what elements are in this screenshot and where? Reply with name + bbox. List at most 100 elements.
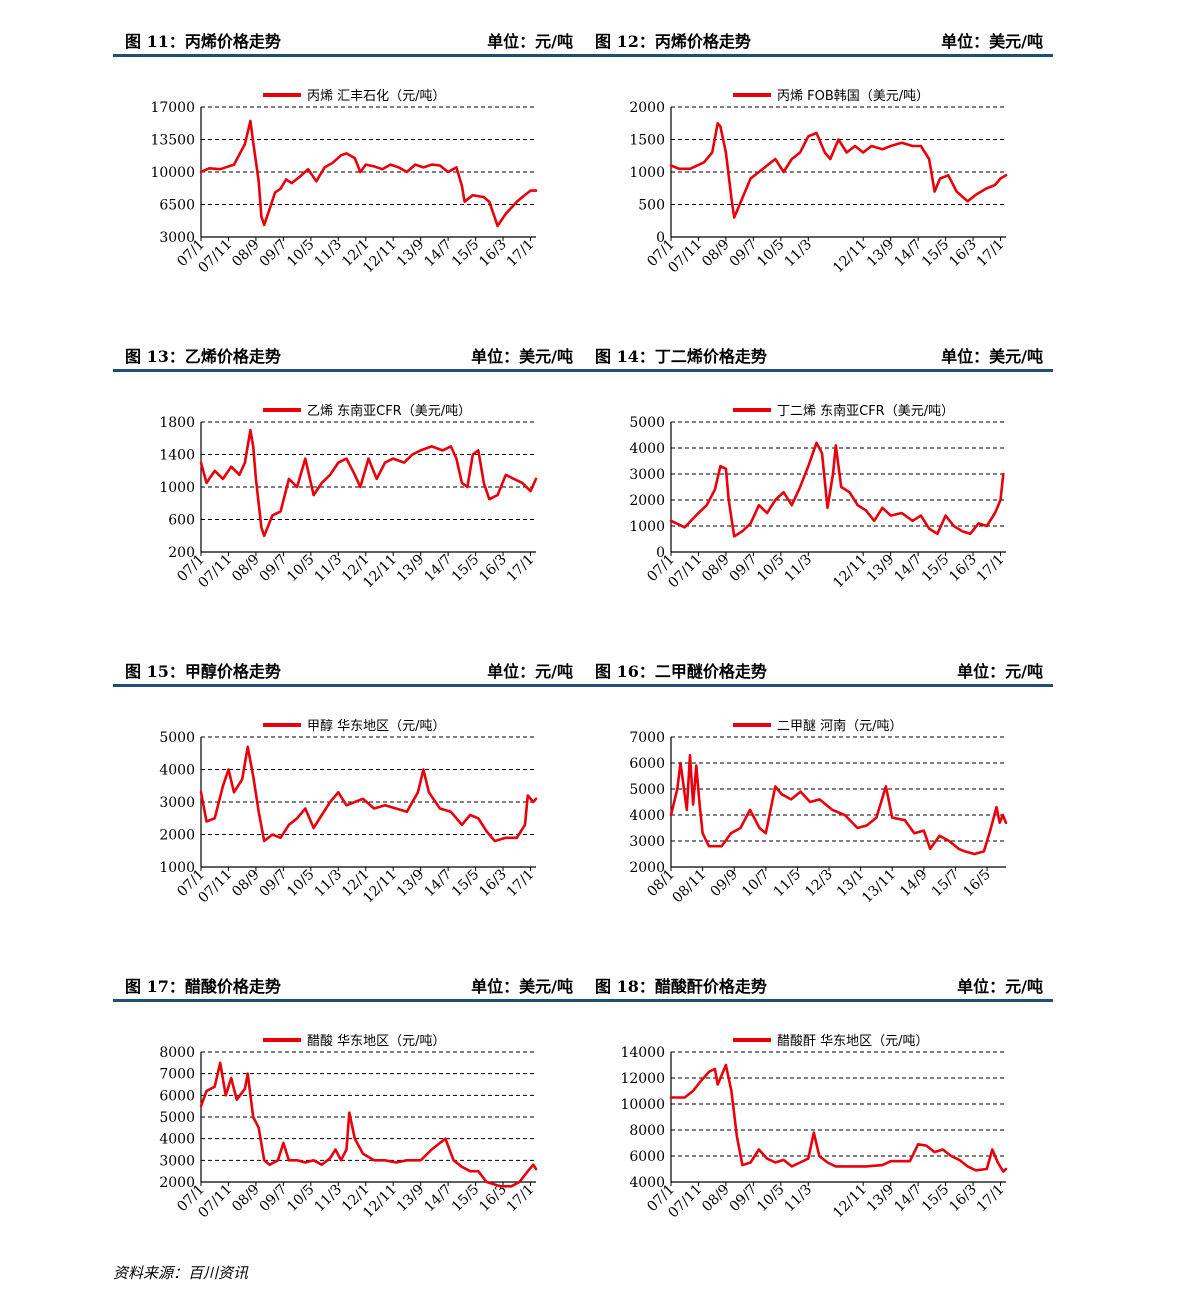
x-tick-label: 16/3 xyxy=(946,1182,980,1216)
x-tick-label: 17/1 xyxy=(974,1182,1008,1216)
x-tick-label: 17/1 xyxy=(504,552,538,586)
legend-label: 甲醇 华东地区（元/吨） xyxy=(307,718,446,734)
x-tick-label: 14/7 xyxy=(891,552,925,586)
y-tick-label: 1000 xyxy=(159,480,195,496)
header-divider xyxy=(113,999,583,1002)
x-tick-label: 08/9 xyxy=(229,867,263,901)
x-tick-label: 14/7 xyxy=(421,552,455,586)
x-tick-label: 13/9 xyxy=(394,867,428,901)
x-tick-label: 13/11 xyxy=(859,867,899,907)
y-tick-label: 600 xyxy=(168,513,195,529)
series-line xyxy=(199,428,538,538)
y-tick-label: 0 xyxy=(656,230,665,246)
x-tick-label: 17/1 xyxy=(974,552,1008,586)
y-tick-label: 4000 xyxy=(629,808,665,824)
figure-header: 图 13：乙烯价格走势 单位：美元/吨 xyxy=(113,327,583,372)
y-tick-label: 12000 xyxy=(620,1071,665,1087)
x-tick-label: 09/7 xyxy=(257,552,291,586)
y-tick-label: 1000 xyxy=(629,519,665,535)
y-tick-label: 8000 xyxy=(629,1123,665,1139)
series-line xyxy=(669,753,1008,856)
legend: 二甲醚 河南（元/吨） xyxy=(733,718,903,734)
figure-unit: 单位：美元/吨 xyxy=(471,347,573,366)
x-tick-label: 10/5 xyxy=(754,1182,788,1216)
line-chart: 乙烯 东南亚CFR（美元/吨）20060010001400180007/107/… xyxy=(159,403,538,591)
line-chart: 二甲醚 河南（元/吨）20003000400050006000700008/10… xyxy=(629,718,1008,907)
x-tick-label: 12/11 xyxy=(830,552,870,592)
x-tick-label: 09/7 xyxy=(257,867,291,901)
series-line xyxy=(669,1063,1008,1173)
y-tick-label: 2000 xyxy=(159,1175,195,1191)
y-tick-label: 2000 xyxy=(629,493,665,509)
x-tick-label: 10/5 xyxy=(284,237,318,271)
x-tick-label: 09/7 xyxy=(727,552,761,586)
x-tick-label: 11/3 xyxy=(312,1182,346,1216)
figure-header: 图 11：丙烯价格走势 单位：元/吨 xyxy=(113,12,583,57)
y-tick-label: 1800 xyxy=(159,415,195,431)
y-tick-label: 3000 xyxy=(159,230,195,246)
x-tick-label: 10/5 xyxy=(754,237,788,271)
x-tick-label: 14/7 xyxy=(891,1182,925,1216)
series-line xyxy=(199,1061,538,1188)
y-tick-label: 2000 xyxy=(159,828,195,844)
series-line xyxy=(669,441,1005,538)
series-line xyxy=(199,745,538,843)
figure-header: 图 16：二甲醚价格走势 单位：元/吨 xyxy=(583,642,1053,687)
x-tick-label: 12/3 xyxy=(802,867,836,901)
figure-unit: 单位：美元/吨 xyxy=(471,977,573,996)
y-tick-label: 200 xyxy=(168,545,195,561)
y-tick-label: 3000 xyxy=(159,795,195,811)
x-tick-label: 13/9 xyxy=(394,1182,428,1216)
x-tick-label: 12/11 xyxy=(830,237,870,277)
y-tick-label: 10000 xyxy=(620,1097,665,1113)
figure-header: 图 18：醋酸酐价格走势 单位：元/吨 xyxy=(583,957,1053,1002)
header-divider xyxy=(583,54,1053,57)
x-tick-label: 09/7 xyxy=(727,1182,761,1216)
figure-11: 图 11：丙烯价格走势 单位：元/吨 丙烯 汇丰石化（元/吨） 3000 6500 1… xyxy=(113,12,583,312)
x-tick-label: 15/5 xyxy=(449,1182,483,1216)
x-tick-label: 08/9 xyxy=(229,1182,263,1216)
series-line xyxy=(669,122,1008,219)
legend: 丙烯 FOB韩国（美元/吨） xyxy=(733,89,929,104)
x-tick-label: 13/9 xyxy=(864,552,898,586)
x-tick-label: 17/1 xyxy=(974,237,1008,271)
y-tick-label: 4000 xyxy=(629,441,665,457)
figure-header: 图 17：醋酸价格走势 单位：美元/吨 xyxy=(113,957,583,1002)
y-tick-label: 13500 xyxy=(150,133,195,149)
y-tick-label: 7000 xyxy=(159,1067,195,1083)
header-divider xyxy=(583,999,1053,1002)
x-tick-label: 17/1 xyxy=(504,867,538,901)
legend-label: 醋酸 华东地区（元/吨） xyxy=(307,1033,446,1049)
line-chart: 丁二烯 东南亚CFR（美元/吨）01000200030004000500007/… xyxy=(629,403,1008,592)
y-tick-label: 8000 xyxy=(159,1045,195,1061)
x-tick-label: 10/5 xyxy=(284,1182,318,1216)
y-tick-label: 500 xyxy=(638,198,665,214)
x-tick-label: 16/3 xyxy=(476,552,510,586)
figure-unit: 单位：元/吨 xyxy=(487,32,573,51)
x-tick-label: 09/9 xyxy=(707,867,741,901)
x-tick-label: 11/5 xyxy=(771,867,805,901)
figure-title: 图 17：醋酸价格走势 xyxy=(125,977,281,996)
x-tick-label: 15/5 xyxy=(449,237,483,271)
x-tick-label: 11/3 xyxy=(782,237,816,271)
x-tick-label: 08/9 xyxy=(699,237,733,271)
y-tick-label: 7000 xyxy=(629,730,665,746)
figure-unit: 单位：美元/吨 xyxy=(941,347,1043,366)
x-tick-label: 13/9 xyxy=(864,1182,898,1216)
legend: 醋酸 华东地区（元/吨） xyxy=(263,1033,446,1049)
header-divider xyxy=(113,54,583,57)
y-tick-label: 0 xyxy=(656,545,665,561)
x-tick-label: 13/9 xyxy=(394,552,428,586)
x-tick-label: 14/7 xyxy=(891,237,925,271)
x-tick-label: 14/7 xyxy=(421,867,455,901)
x-tick-label: 16/3 xyxy=(476,237,510,271)
y-tick-label: 5000 xyxy=(629,415,665,431)
source-note: 资料来源：百川资讯 xyxy=(113,1264,249,1282)
legend: 醋酸酐 华东地区（元/吨） xyxy=(733,1033,929,1049)
header-divider xyxy=(583,684,1053,687)
figure-18: 图 18：醋酸酐价格走势 单位：元/吨 醋酸酐 华东地区（元/吨） 4000 600… xyxy=(583,957,1053,1257)
x-tick-label: 08/9 xyxy=(699,1182,733,1216)
line-chart: 丙烯 汇丰石化（元/吨）3000650010000135001700007/10… xyxy=(150,89,537,276)
x-tick-label: 14/9 xyxy=(897,867,931,901)
x-tick-label: 13/9 xyxy=(394,237,428,271)
